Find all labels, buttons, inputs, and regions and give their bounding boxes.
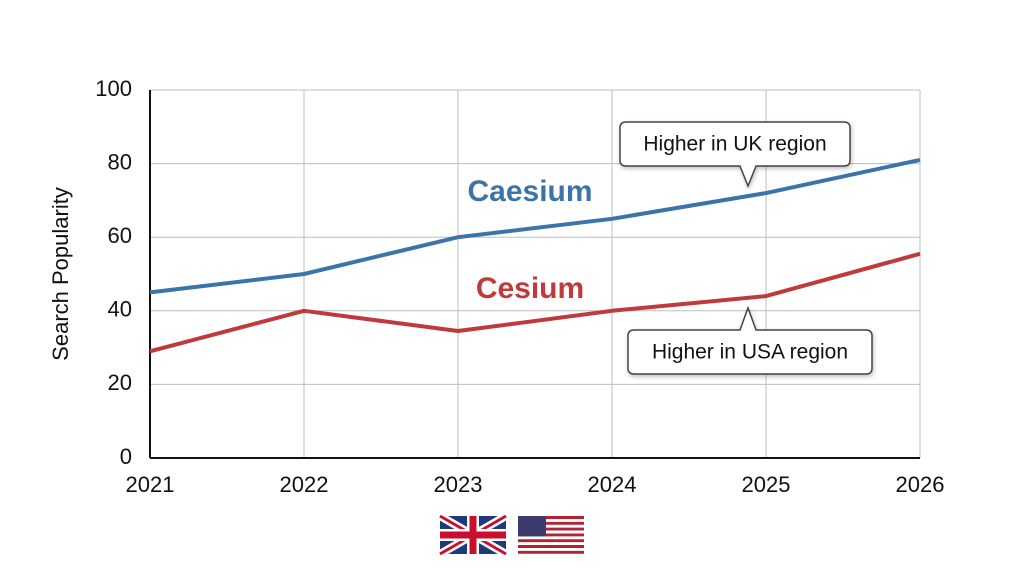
- y-tick-label: 80: [108, 149, 132, 174]
- x-tick-label: 2021: [126, 472, 175, 497]
- x-tick-label: 2026: [896, 472, 945, 497]
- y-tick-label: 100: [95, 76, 132, 101]
- callout-box: [619, 121, 851, 189]
- uk-flag: [438, 512, 508, 558]
- series-line: [149, 251, 921, 354]
- us-flag: [518, 516, 584, 554]
- series-label: Caesium: [467, 175, 592, 208]
- series-label: Cesium: [476, 272, 584, 305]
- y-tick-label: 40: [108, 297, 132, 322]
- x-tick-label: 2023: [434, 472, 483, 497]
- y-tick-label: 20: [108, 370, 132, 395]
- x-tick-label: 2024: [588, 472, 637, 497]
- annotation: Higher in UK region: [643, 133, 826, 156]
- callout-box: [627, 305, 873, 375]
- y-tick-label: 0: [120, 444, 132, 469]
- x-tick-label: 2022: [280, 472, 329, 497]
- x-tick-label: 2025: [742, 472, 791, 497]
- series-line: [149, 157, 921, 295]
- y-axis-label: Search Popularity: [48, 187, 73, 361]
- y-tick-label: 60: [108, 223, 132, 248]
- annotation: Higher in USA region: [652, 341, 848, 364]
